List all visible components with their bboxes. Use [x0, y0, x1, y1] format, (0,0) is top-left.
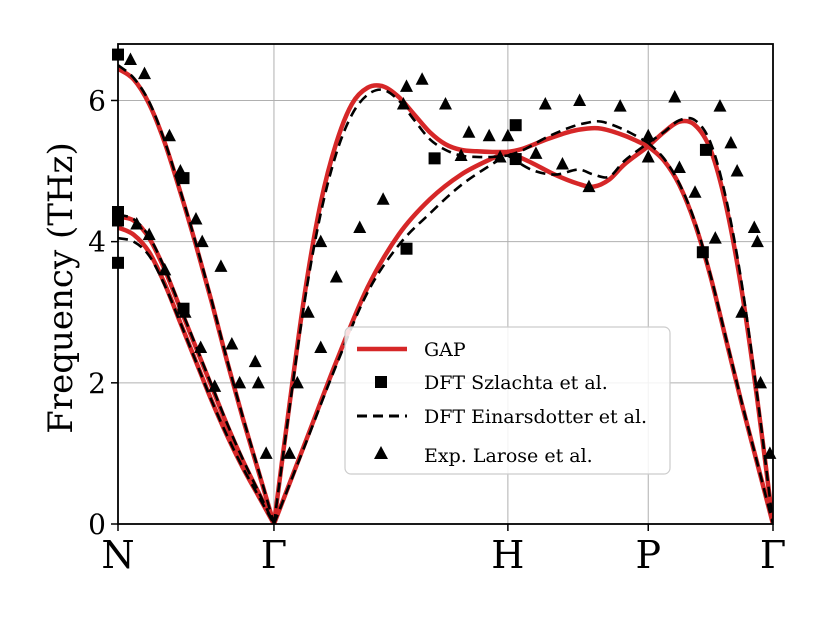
larose-point	[396, 97, 410, 110]
legend-label-szlachta: DFT Szlachta et al.	[424, 372, 608, 394]
larose-point	[225, 337, 239, 350]
x-tick-label: N	[101, 533, 134, 577]
einarsdotter-branch-line	[647, 141, 773, 524]
larose-point	[353, 220, 367, 234]
einarsdotter-branch-line	[118, 236, 276, 524]
gap-branch-line	[271, 83, 511, 524]
larose-point	[376, 192, 390, 205]
einarsdotter-branch-line	[507, 141, 650, 179]
einarsdotter-branch-line	[118, 213, 276, 524]
larose-point	[454, 148, 468, 162]
larose-point	[142, 227, 156, 241]
larose-point	[641, 149, 655, 163]
einarsdotter-branch-line	[507, 119, 649, 157]
legend-label-einarsdotter: DFT Einarsdotter et al.	[424, 406, 647, 428]
larose-point	[672, 160, 686, 174]
gap-branch-line	[118, 225, 277, 524]
larose-point	[248, 354, 262, 368]
szlachta-point	[696, 246, 709, 259]
series-markers	[112, 48, 777, 459]
larose-point	[158, 262, 172, 276]
larose-point	[138, 66, 152, 80]
legend: GAP DFT Szlachta et al. DFT Einarsdotter…	[344, 326, 671, 475]
szlachta-point	[400, 242, 413, 255]
larose-point	[290, 375, 304, 389]
szlachta-point	[509, 153, 522, 166]
larose-point	[735, 305, 749, 318]
larose-point	[482, 128, 496, 142]
larose-point	[555, 157, 569, 170]
larose-point	[439, 97, 452, 110]
szlachta-point	[509, 119, 522, 132]
larose-point	[724, 135, 738, 149]
szlachta-point	[699, 143, 712, 156]
larose-point	[314, 234, 328, 248]
x-tick-label: Γ	[261, 533, 287, 577]
gap-branch-line	[505, 144, 651, 190]
larose-point	[582, 179, 596, 193]
plot-frame	[117, 43, 774, 525]
larose-point	[668, 89, 682, 103]
y-tick-label: 4	[88, 226, 106, 259]
larose-point	[178, 305, 192, 318]
larose-point	[754, 375, 768, 389]
larose-point	[214, 259, 228, 272]
larose-point	[259, 446, 273, 459]
larose-point	[162, 128, 176, 142]
legend-label-larose: Exp. Larose et al.	[424, 445, 593, 467]
larose-point	[194, 340, 208, 354]
legend-swatch-szlachta	[375, 376, 387, 388]
einarsdotter-branch-line	[272, 88, 508, 524]
larose-point	[208, 379, 222, 392]
y-axis-label: Frequency (THz)	[41, 142, 81, 433]
y-tick-label: 2	[88, 367, 106, 400]
larose-point	[750, 234, 764, 248]
larose-point	[529, 146, 543, 159]
legend-box	[344, 326, 671, 475]
larose-point	[400, 79, 414, 92]
larose-point	[493, 149, 507, 163]
einarsdotter-branch-line	[647, 116, 773, 524]
y-tick-label: 6	[88, 84, 106, 117]
larose-point	[613, 99, 627, 112]
series-lines	[118, 64, 773, 524]
larose-point	[573, 93, 587, 106]
larose-point	[314, 340, 328, 354]
larose-point	[713, 99, 727, 112]
larose-point	[123, 52, 137, 66]
larose-point	[195, 234, 209, 248]
szlachta-point	[428, 152, 441, 165]
y-tick-label: 0	[88, 508, 106, 541]
larose-point	[301, 305, 315, 318]
larose-point	[189, 212, 203, 225]
larose-point	[283, 446, 297, 459]
larose-point	[730, 164, 744, 177]
x-tick-label: H	[491, 533, 524, 577]
larose-point	[173, 164, 187, 177]
larose-point	[501, 128, 515, 142]
x-tick-label: P	[635, 533, 661, 577]
larose-point	[233, 375, 247, 389]
larose-point	[462, 125, 476, 138]
larose-point	[130, 217, 144, 230]
legend-swatch-larose	[374, 446, 388, 459]
larose-point	[415, 72, 429, 85]
axis-ticks: 0 2 4 6 N Γ H P Γ	[88, 84, 786, 577]
larose-point	[251, 375, 265, 389]
larose-point	[641, 128, 655, 142]
einarsdotter-branch-line	[118, 64, 276, 524]
gap-branch-line	[118, 66, 277, 524]
larose-point	[747, 220, 761, 234]
larose-point	[688, 185, 702, 198]
einarsdotter-branch-line	[272, 154, 509, 524]
legend-label-gap: GAP	[424, 339, 466, 361]
x-tick-label: Γ	[760, 533, 786, 577]
larose-point	[329, 269, 343, 283]
larose-point	[708, 231, 722, 244]
larose-point	[538, 97, 552, 110]
